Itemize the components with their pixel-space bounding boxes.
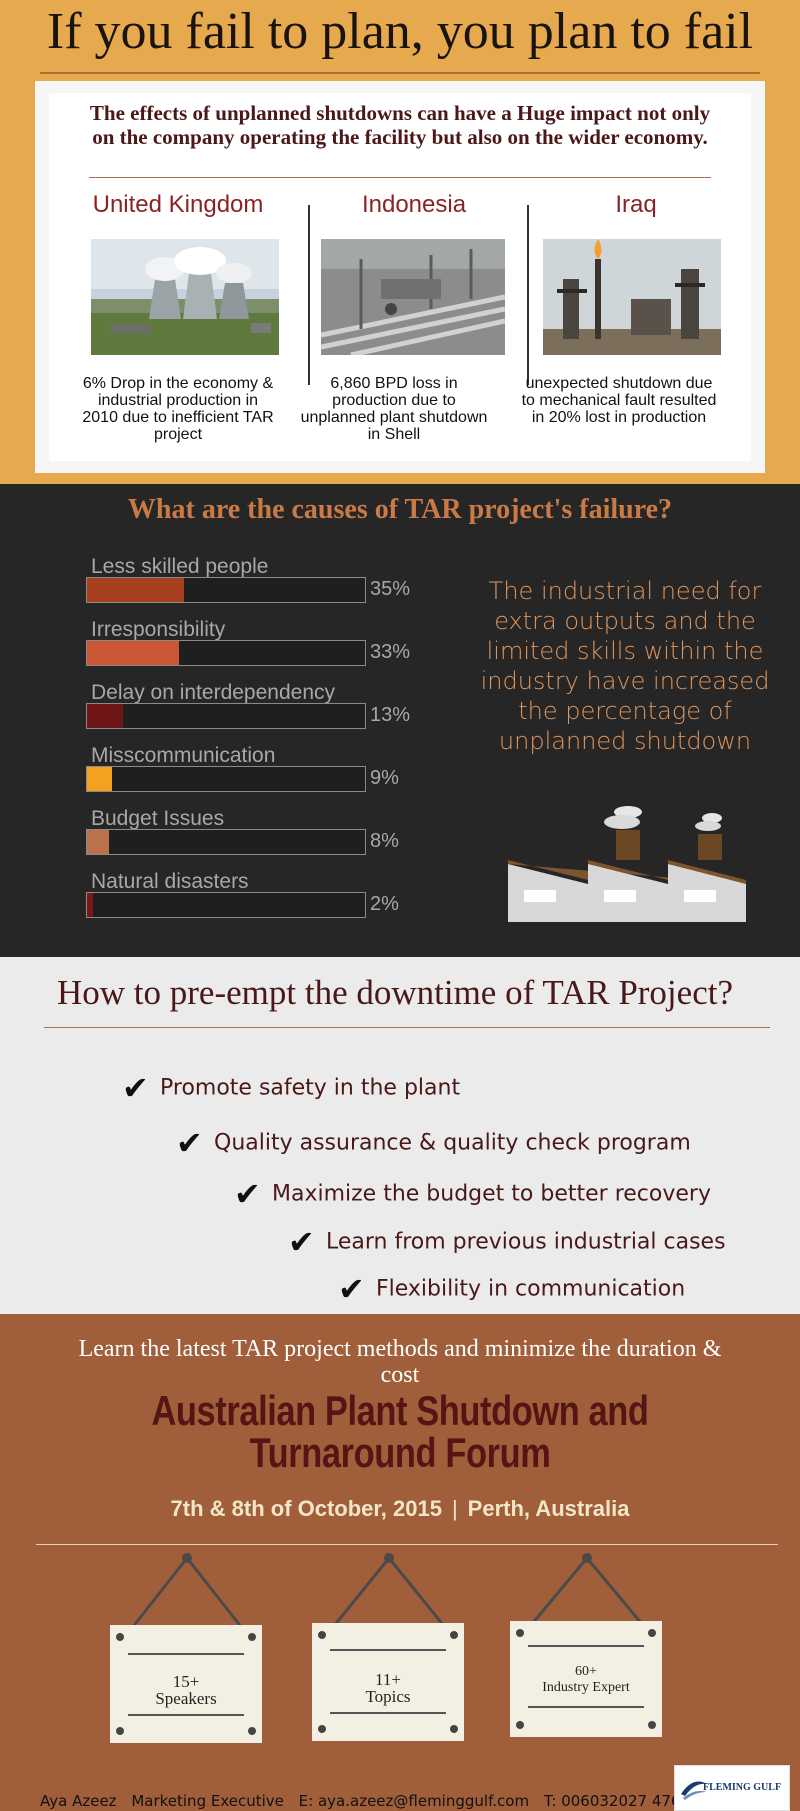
country-name: United Kingdom (92, 191, 264, 218)
intro-divider (89, 177, 711, 178)
contact-phone: T: 006032027 4767 (543, 1792, 691, 1810)
checkmark-icon: ✔ (176, 1124, 203, 1162)
event-details: 7th & 8th of October, 2015 | Perth, Austra… (0, 1496, 800, 1522)
tip-item: ✔ Learn from previous industrial cases (288, 1223, 726, 1261)
preempt-divider (44, 1027, 770, 1028)
refinery-flare-photo (543, 239, 721, 355)
event-section: Learn the latest TAR project methods and… (0, 1314, 800, 1811)
fleming-gulf-logo: FLEMING GULF (674, 1765, 790, 1811)
cause-row: Misscommunication 9% (86, 744, 426, 794)
cause-label: Irresponsibility (91, 618, 226, 641)
event-name: Australian Plant Shutdown and Turnaround… (151, 1387, 649, 1476)
sign-speakers: 15+ Speakers (100, 1550, 270, 1770)
event-separator: | (451, 1496, 458, 1521)
cause-label: Delay on interdependency (91, 681, 336, 704)
tip-item: ✔ Quality assurance & quality check progr… (176, 1124, 691, 1162)
event-promo: Learn the latest TAR project methods and… (78, 1336, 722, 1388)
cause-row: Budget Issues 8% (86, 807, 426, 857)
country-indonesia: Indonesia 6,860 BPD loss in production d… (301, 191, 514, 443)
factory-icon (508, 806, 746, 922)
event-date: 7th & 8th of October, 2015 (170, 1496, 442, 1521)
hanging-string-icon (530, 1553, 644, 1625)
country-name: Indonesia (361, 191, 467, 218)
cause-label: Natural disasters (91, 870, 249, 893)
cause-percent: 9% (370, 767, 399, 789)
country-impact-text: unexpected shutdown due to mechanical fa… (521, 375, 717, 426)
sign-label: Speakers (155, 1689, 217, 1708)
cause-row: Irresponsibility 33% (86, 618, 426, 668)
sign-topics: 11+ Topics (302, 1550, 472, 1770)
power-plant-photo (91, 239, 279, 355)
preempt-section: How to pre-empt the downtime of TAR Proj… (0, 957, 800, 1314)
sign-board: 60+ Industry Expert (510, 1621, 662, 1737)
country-name: Iraq (615, 191, 657, 218)
country-uk: United Kingdom 6% Drop in the economy & … (78, 191, 278, 443)
page-headline: If you fail to plan, you plan to fail (46, 3, 754, 60)
logo-text: FLEMING GULF (703, 1782, 782, 1793)
hanging-string-icon (332, 1553, 446, 1627)
cause-percent: 13% (370, 704, 411, 726)
contact-footer: Aya Azeez Marketing Executive E: aya.aze… (40, 1792, 700, 1810)
tip-item: ✔ Maximize the budget to better recovery (234, 1175, 711, 1213)
checkmark-icon: ✔ (288, 1223, 315, 1261)
causes-title: What are the causes of TAR project's fai… (127, 494, 673, 525)
hanging-string-icon (130, 1553, 244, 1629)
cause-percent: 2% (370, 893, 399, 915)
sign-number: 11+ (375, 1670, 401, 1689)
sign-board: 11+ Topics (312, 1623, 464, 1741)
checkmark-icon: ✔ (234, 1175, 261, 1213)
contact-role: Marketing Executive (131, 1792, 284, 1810)
column-divider (308, 205, 310, 385)
country-impact-text: 6% Drop in the economy & industrial prod… (82, 375, 274, 443)
sign-experts: 60+ Industry Expert (500, 1550, 670, 1770)
cause-row: Delay on interdependency 13% (86, 681, 426, 731)
logo-swoosh-icon (681, 1781, 707, 1800)
checkmark-icon: ✔ (122, 1069, 149, 1107)
event-divider (36, 1544, 778, 1545)
cause-row: Natural disasters 2% (86, 870, 426, 920)
causes-section: What are the causes of TAR project's fai… (0, 484, 800, 957)
country-impact-text: 6,860 BPD loss in production due to unpl… (300, 375, 488, 443)
preempt-title: How to pre-empt the downtime of TAR Proj… (57, 973, 733, 1012)
cause-row: Less skilled people 35% (86, 555, 426, 605)
sign-number: 15+ (172, 1672, 200, 1691)
cause-bar (87, 767, 113, 791)
tip-item: ✔ Promote safety in the plant (122, 1069, 461, 1107)
column-divider (527, 205, 529, 385)
cause-bar (87, 578, 185, 602)
cause-bar (87, 704, 124, 728)
intro-section: If you fail to plan, you plan to fail Th… (0, 0, 800, 484)
checkmark-icon: ✔ (338, 1270, 365, 1308)
cause-label: Misscommunication (91, 744, 276, 767)
event-location: Perth, Australia (467, 1496, 630, 1521)
impact-intro: The effects of unplanned shutdowns can h… (89, 101, 711, 149)
cause-label: Budget Issues (91, 807, 225, 830)
cause-bar (87, 893, 93, 917)
cause-percent: 8% (370, 830, 399, 852)
headline-divider (40, 72, 760, 74)
tip-item: ✔ Flexibility in communication (338, 1270, 686, 1308)
cause-label: Less skilled people (91, 555, 269, 578)
sign-label: Topics (365, 1687, 411, 1706)
industry-note: The industrial need for extra outputs an… (480, 577, 770, 755)
contact-email[interactable]: E: aya.azeez@fleminggulf.com (298, 1792, 530, 1810)
sign-number: 60+ (575, 1664, 597, 1679)
pipeline-photo (321, 239, 505, 355)
impact-card: The effects of unplanned shutdowns can h… (35, 81, 765, 473)
cause-percent: 33% (370, 641, 411, 663)
cause-percent: 35% (370, 578, 411, 600)
sign-board: 15+ Speakers (110, 1625, 262, 1743)
sign-label: Industry Expert (542, 1680, 630, 1695)
contact-name: Aya Azeez (40, 1792, 117, 1810)
country-iraq: Iraq unexpected shutdown due to mechanic… (522, 191, 736, 426)
cause-bar (87, 641, 179, 665)
cause-bar (87, 830, 110, 854)
